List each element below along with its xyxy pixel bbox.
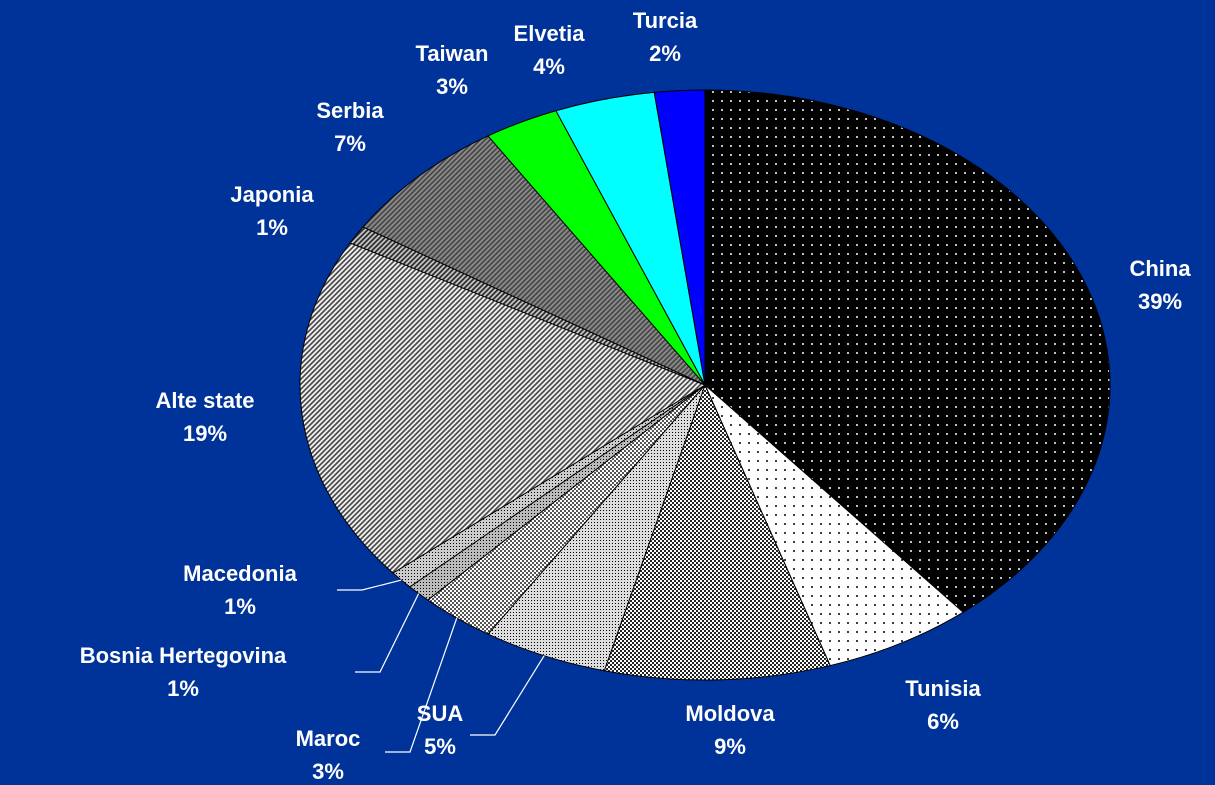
- slice-label: Tunisia: [905, 676, 981, 701]
- slice-label: Serbia: [316, 98, 384, 123]
- slice-label: China: [1129, 256, 1191, 281]
- slice-value-label: 2%: [649, 41, 681, 66]
- slice-value-label: 6%: [927, 709, 959, 734]
- slice-label: Macedonia: [183, 561, 297, 586]
- slice-label: Bosnia Hertegovina: [80, 643, 287, 668]
- leader-line: [385, 617, 458, 753]
- pie-slice: [299, 242, 707, 574]
- pie-slice: [603, 383, 831, 681]
- slice-label: Maroc: [296, 726, 361, 751]
- leader-line: [337, 579, 402, 591]
- slice-label: Elvetia: [514, 21, 586, 46]
- leader-line: [355, 593, 420, 673]
- slice-value-label: 1%: [256, 215, 288, 240]
- slice-value-label: 19%: [183, 421, 227, 446]
- pie-slice: [362, 135, 706, 386]
- slice-value-label: 1%: [167, 676, 199, 701]
- slice-value-label: 4%: [533, 54, 565, 79]
- slice-value-label: 39%: [1138, 289, 1182, 314]
- slice-value-label: 7%: [334, 131, 366, 156]
- slice-label: Turcia: [633, 8, 698, 33]
- slice-value-label: 5%: [424, 734, 456, 759]
- slice-label: SUA: [417, 701, 464, 726]
- slice-value-label: 1%: [224, 594, 256, 619]
- slice-value-label: 3%: [436, 74, 468, 99]
- slice-value-label: 9%: [714, 734, 746, 759]
- slice-value-label: 3%: [312, 759, 344, 784]
- slice-label: Moldova: [685, 701, 775, 726]
- slice-label: Taiwan: [416, 41, 489, 66]
- slice-label: Alte state: [155, 388, 254, 413]
- pie-slice: [653, 89, 706, 386]
- pie-slice: [704, 384, 964, 667]
- leader-line: [470, 655, 545, 736]
- pie-slice: [704, 89, 1111, 613]
- slice-label: Japonia: [230, 182, 314, 207]
